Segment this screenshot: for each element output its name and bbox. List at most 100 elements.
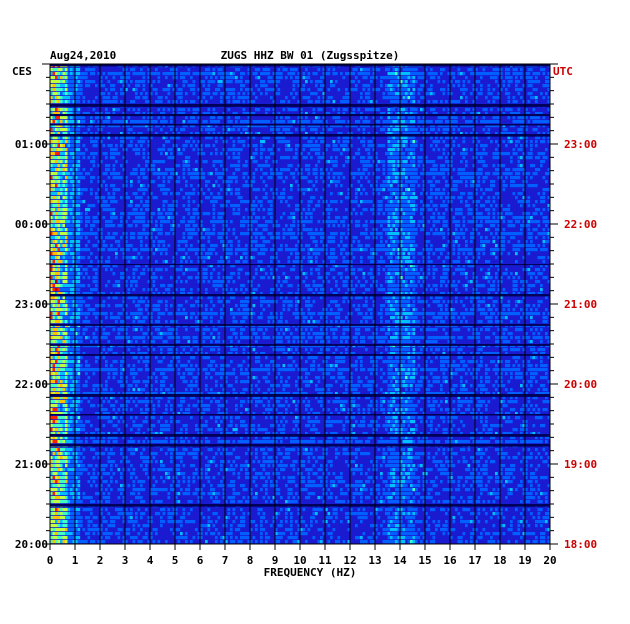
heatmap-cell xyxy=(70,136,73,140)
heatmap-cell xyxy=(197,140,201,144)
heatmap-cell xyxy=(347,92,351,96)
heatmap-cell xyxy=(412,228,416,232)
heatmap-cell xyxy=(77,244,81,248)
heatmap-cell xyxy=(437,172,441,176)
heatmap-cell xyxy=(380,248,383,252)
heatmap-cell xyxy=(177,92,181,96)
heatmap-cell xyxy=(105,236,108,240)
heatmap-cell xyxy=(467,220,471,224)
heatmap-cell xyxy=(492,116,496,120)
heatmap-cell xyxy=(472,164,476,168)
heatmap-cell xyxy=(382,220,386,224)
heatmap-cell xyxy=(190,172,193,176)
heatmap-cell xyxy=(220,176,223,180)
heatmap-cell xyxy=(425,68,428,72)
heatmap-cell xyxy=(420,252,423,256)
heatmap-cell xyxy=(287,232,291,236)
heatmap-cell xyxy=(287,124,291,128)
heatmap-cell xyxy=(257,124,261,128)
heatmap-cell xyxy=(507,116,511,120)
heatmap-cell xyxy=(332,72,336,76)
heatmap-cell xyxy=(390,136,393,140)
heatmap-cell xyxy=(467,108,471,112)
heatmap-cell xyxy=(410,236,413,240)
heatmap-cell xyxy=(222,72,226,76)
heatmap-cell xyxy=(340,144,343,148)
heatmap-cell xyxy=(330,208,333,212)
heatmap-cell xyxy=(510,220,513,224)
heatmap-cell xyxy=(70,216,73,220)
heatmap-cell xyxy=(317,124,321,128)
heatmap-cell xyxy=(395,144,398,148)
heatmap-cell xyxy=(62,148,66,152)
heatmap-cell xyxy=(190,236,193,240)
heatmap-cell xyxy=(122,140,126,144)
heatmap-cell xyxy=(220,164,223,168)
heatmap-cell xyxy=(55,260,58,264)
heatmap-cell xyxy=(212,204,216,208)
heatmap-cell xyxy=(542,140,546,144)
heatmap-cell xyxy=(147,224,151,228)
heatmap-cell xyxy=(77,216,81,220)
heatmap-cell xyxy=(182,220,186,224)
heatmap-cell xyxy=(77,200,81,204)
heatmap-cell xyxy=(182,80,186,84)
heatmap-cell xyxy=(520,224,523,228)
heatmap-cell xyxy=(530,220,533,224)
heatmap-cell xyxy=(517,72,521,76)
heatmap-cell xyxy=(455,120,458,124)
heatmap-cell xyxy=(312,240,316,244)
heatmap-cell xyxy=(537,72,541,76)
heatmap-cell xyxy=(132,100,136,104)
heatmap-cell xyxy=(287,108,291,112)
heatmap-cell xyxy=(95,136,98,140)
heatmap-cell xyxy=(502,208,506,212)
heatmap-cell xyxy=(70,100,73,104)
heatmap-cell xyxy=(440,248,443,252)
heatmap-cell xyxy=(312,168,316,172)
heatmap-cell xyxy=(422,116,426,120)
heatmap-cell xyxy=(370,80,373,84)
heatmap-cell xyxy=(522,244,526,248)
heatmap-cell xyxy=(452,216,456,220)
heatmap-cell xyxy=(207,124,211,128)
heatmap-cell xyxy=(365,148,368,152)
heatmap-cell xyxy=(380,232,383,236)
heatmap-cell xyxy=(397,196,401,200)
heatmap-cell xyxy=(140,232,143,236)
heatmap-cell xyxy=(512,116,516,120)
heatmap-cell xyxy=(225,236,228,240)
heatmap-cell xyxy=(375,188,378,192)
heatmap-cell xyxy=(50,204,53,208)
heatmap-cell xyxy=(70,176,73,180)
heatmap-cell xyxy=(395,176,398,180)
heatmap-cell xyxy=(237,164,241,168)
heatmap-cell xyxy=(312,148,316,152)
heatmap-cell xyxy=(217,84,221,88)
heatmap-cell xyxy=(50,148,53,152)
heatmap-cell xyxy=(77,160,81,164)
heatmap-cell xyxy=(75,80,78,84)
heatmap-cell xyxy=(130,256,133,260)
heatmap-cell xyxy=(237,240,241,244)
heatmap-cell xyxy=(245,220,248,224)
heatmap-cell xyxy=(432,164,436,168)
heatmap-cell xyxy=(350,136,353,140)
heatmap-cell xyxy=(412,88,416,92)
heatmap-cell xyxy=(395,236,398,240)
heatmap-cell xyxy=(305,112,308,116)
heatmap-cell xyxy=(140,220,143,224)
heatmap-cell xyxy=(327,216,331,220)
heatmap-cell xyxy=(157,96,161,100)
heatmap-cell xyxy=(410,148,413,152)
heatmap-cell xyxy=(177,244,181,248)
heatmap-cell xyxy=(57,140,61,144)
heatmap-cell xyxy=(470,132,473,136)
heatmap-cell xyxy=(390,176,393,180)
heatmap-cell xyxy=(57,212,61,216)
heatmap-cell xyxy=(480,156,483,160)
heatmap-cell xyxy=(455,212,458,216)
heatmap-cell xyxy=(127,260,131,264)
heatmap-cell xyxy=(60,132,63,136)
heatmap-cell xyxy=(492,224,496,228)
